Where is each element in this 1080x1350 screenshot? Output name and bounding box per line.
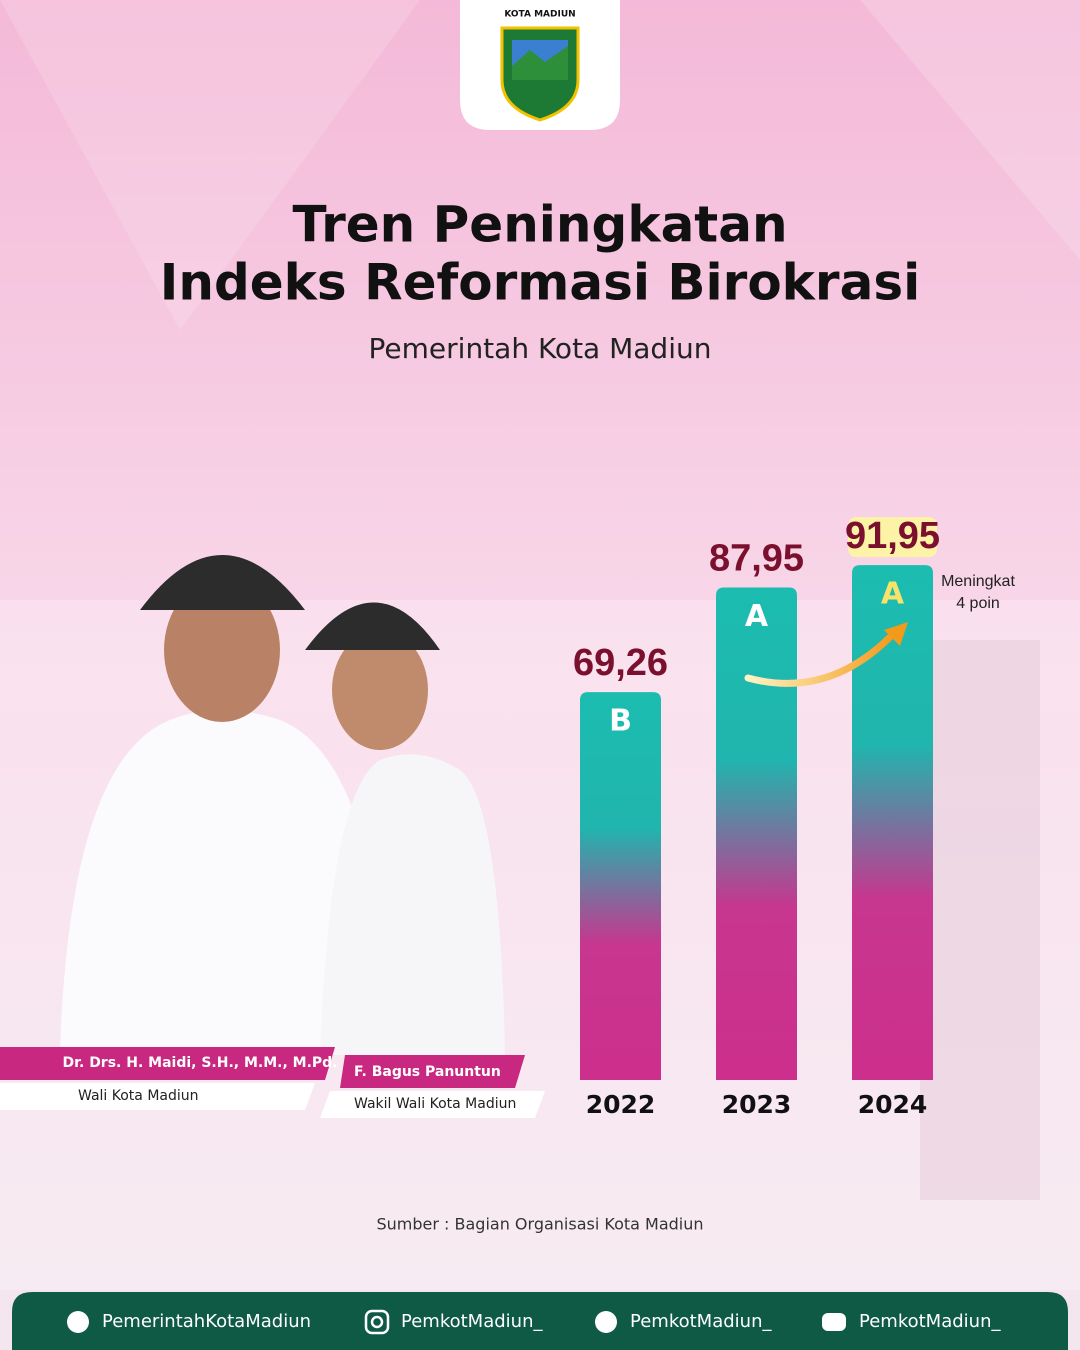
person-role: Wali Kota Madiun [78, 1088, 199, 1104]
person-face [164, 578, 280, 722]
title-line: Indeks Reformasi Birokrasi [160, 254, 920, 312]
person-name: Dr. Drs. H. Maidi, S.H., M.M., M.Pd. [62, 1055, 337, 1071]
trend-arrowhead [884, 622, 908, 646]
value-label: 87,95 [709, 538, 804, 580]
bar-chart: 69,26 B 2022 87,95 A 2023 91,95 A 2024 [573, 515, 940, 1119]
name-band [0, 1047, 335, 1080]
person-figure [320, 754, 505, 1055]
source: Sumber : Bagian Organisasi Kota Madiun [376, 1215, 703, 1234]
role-band [320, 1091, 545, 1118]
social-handle[interactable]: PemkotMadiun_ [630, 1311, 772, 1332]
value-label: 91,95 [845, 515, 940, 557]
bg-building [920, 640, 1040, 1200]
person-figure [60, 710, 390, 1050]
youtube-icon [822, 1313, 846, 1331]
bar [852, 565, 933, 1080]
social-handle[interactable]: PemerintahKotaMadiun [102, 1311, 311, 1332]
grade-label: A [881, 577, 905, 612]
bg-facet [0, 0, 420, 330]
x-icon [595, 1311, 617, 1333]
value-highlight [848, 517, 937, 558]
social-handle[interactable]: PemkotMadiun_ [401, 1311, 543, 1332]
name-band [340, 1055, 525, 1088]
subtitle: Pemerintah Kota Madiun [369, 332, 712, 365]
title-line: Tren Peningkatan [292, 196, 787, 254]
logo-text: KOTA MADIUN [504, 10, 575, 20]
trend-arrow [744, 628, 899, 687]
bar [580, 692, 661, 1080]
person-name: F. Bagus Panuntun [354, 1064, 501, 1080]
person-role: Wakil Wali Kota Madiun [354, 1096, 516, 1112]
social-handle[interactable]: PemkotMadiun_ [859, 1311, 1001, 1332]
person-face [332, 630, 428, 750]
person-cap [140, 555, 305, 610]
facebook-icon [67, 1311, 89, 1333]
x-tick-label: 2024 [858, 1090, 928, 1119]
instagram-icon [364, 1309, 390, 1335]
instagram-icon [370, 1315, 384, 1329]
role-band [0, 1083, 315, 1110]
value-label: 69,26 [573, 642, 668, 684]
footer-bar [12, 1292, 1068, 1350]
annotation: 4 poin [956, 595, 1000, 612]
logo-mountain [512, 46, 568, 80]
annotation: Meningkat [941, 573, 1015, 590]
grade-label: B [609, 704, 632, 739]
person-cap [305, 602, 440, 650]
grade-label: A [745, 599, 769, 634]
bg-facet [860, 0, 1080, 260]
bar [716, 587, 797, 1080]
x-tick-label: 2022 [586, 1090, 656, 1119]
x-tick-label: 2023 [722, 1090, 792, 1119]
